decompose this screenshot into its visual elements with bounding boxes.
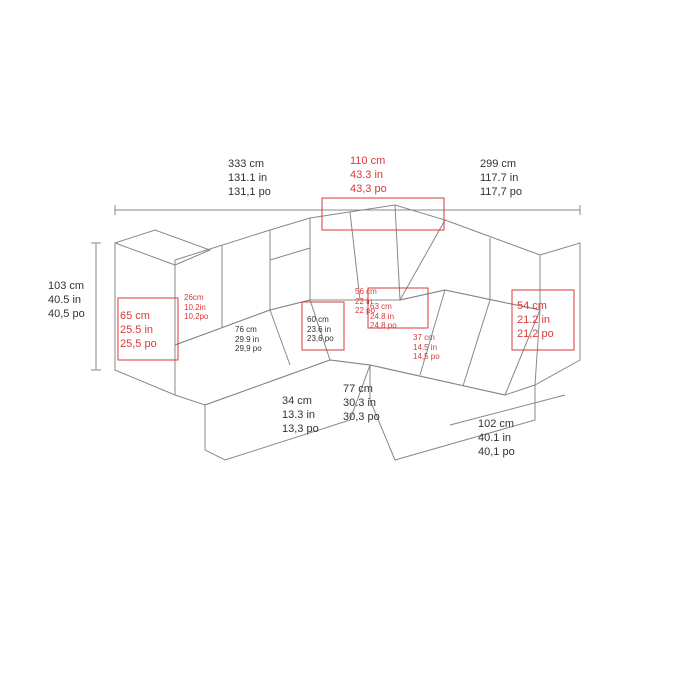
dim-right-arm-red: 54 cm 21.2 in 21,2 po bbox=[517, 300, 554, 341]
dim-left-arm-red: 65 cm 25.5 in 25,5 po bbox=[120, 310, 157, 351]
dim-seat-width-small: 76 cm 29.9 in 29,9 po bbox=[235, 325, 262, 354]
dim-top-center-red: 110 cm 43.3 in 43,3 po bbox=[350, 155, 387, 196]
dim-front-depth: 77 cm 30.3 in 30,3 po bbox=[343, 383, 380, 424]
dim-console-top-small: 26cm 10.2in 10,2po bbox=[184, 293, 208, 322]
dim-right-front: 102 cm 40.1 in 40,1 po bbox=[478, 418, 515, 459]
dim-overall-width: 333 cm 131.1 in 131,1 po bbox=[228, 158, 271, 199]
dim-seat-height-small: 60 cm 23.6 in 23,6 po bbox=[307, 315, 334, 344]
dim-height: 103 cm 40.5 in 40,5 po bbox=[48, 280, 85, 321]
diagram-container: 333 cm 131.1 in 131,1 po 110 cm 43.3 in … bbox=[0, 0, 680, 680]
dim-wedge-depth-small: 63 cm 24.8 in 24,8 po bbox=[370, 302, 397, 331]
dim-overall-depth: 299 cm 117.7 in 117,7 po bbox=[480, 158, 522, 199]
dim-right-seat-small: 37 cm 14.5 in 14,5 po bbox=[413, 333, 440, 362]
dim-console-width: 34 cm 13.3 in 13,3 po bbox=[282, 395, 319, 436]
sofa-drawing bbox=[0, 0, 680, 680]
